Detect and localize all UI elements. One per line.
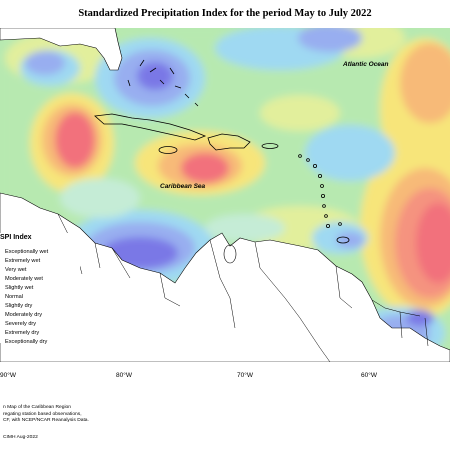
legend-item: Slightly dry <box>5 303 33 309</box>
footnote-line: regating station based observations, <box>3 411 82 417</box>
longitude-tick-90w: 90°W <box>0 372 16 379</box>
jamaica-island <box>158 146 178 154</box>
legend-item: Slightly wet <box>5 285 34 291</box>
lesser-antilles-islands <box>298 154 350 244</box>
atlantic-ocean-label: Atlantic Ocean <box>343 61 389 68</box>
legend-item: Normal <box>5 294 24 300</box>
puerto-rico-island <box>261 143 279 149</box>
legend-item: Extremely dry <box>5 330 40 336</box>
footnote-line: CF, with NCEP/NCAR Reanalysis Data. <box>3 418 89 424</box>
legend-items: Exceptionally wet Extremely wet Very wet Mo… <box>5 248 48 347</box>
longitude-tick-70w: 70°W <box>237 372 253 379</box>
credit-text: CIMH Aug-2022 <box>3 435 38 440</box>
caribbean-sea-label: Caribbean Sea <box>160 183 206 190</box>
cuba-island <box>94 113 207 141</box>
lake-maracaibo <box>223 244 237 264</box>
map-title: Standardized Precipitation Index for the… <box>78 8 372 19</box>
footnote: n Map of the Caribbean Region regating s… <box>3 405 89 425</box>
hispaniola-island <box>207 133 251 151</box>
legend-item: Extremely wet <box>5 258 41 264</box>
legend-item: Exceptionally wet <box>5 249 49 255</box>
spi-color-field <box>0 28 450 362</box>
bahamas-islands <box>127 59 199 107</box>
longitude-tick-60w: 60°W <box>361 372 377 379</box>
legend-item: Very wet <box>5 267 27 273</box>
legend-item: Moderately wet <box>5 276 43 282</box>
legend-item: Moderately dry <box>5 312 42 318</box>
country-borders <box>57 213 429 362</box>
footnote-line: n Map of the Caribbean Region <box>3 405 71 410</box>
longitude-tick-80w: 80°W <box>116 372 132 379</box>
legend-item: Severely dry <box>5 321 37 327</box>
legend-item: Exceptionally dry <box>5 339 48 345</box>
spi-legend: SPI Index Exceptionally wet Extremely wet… <box>0 233 80 345</box>
florida-landmass <box>0 28 123 71</box>
spi-map: Atlantic Ocean Caribbean Sea <box>0 28 450 362</box>
legend-title: SPI Index <box>0 234 32 241</box>
